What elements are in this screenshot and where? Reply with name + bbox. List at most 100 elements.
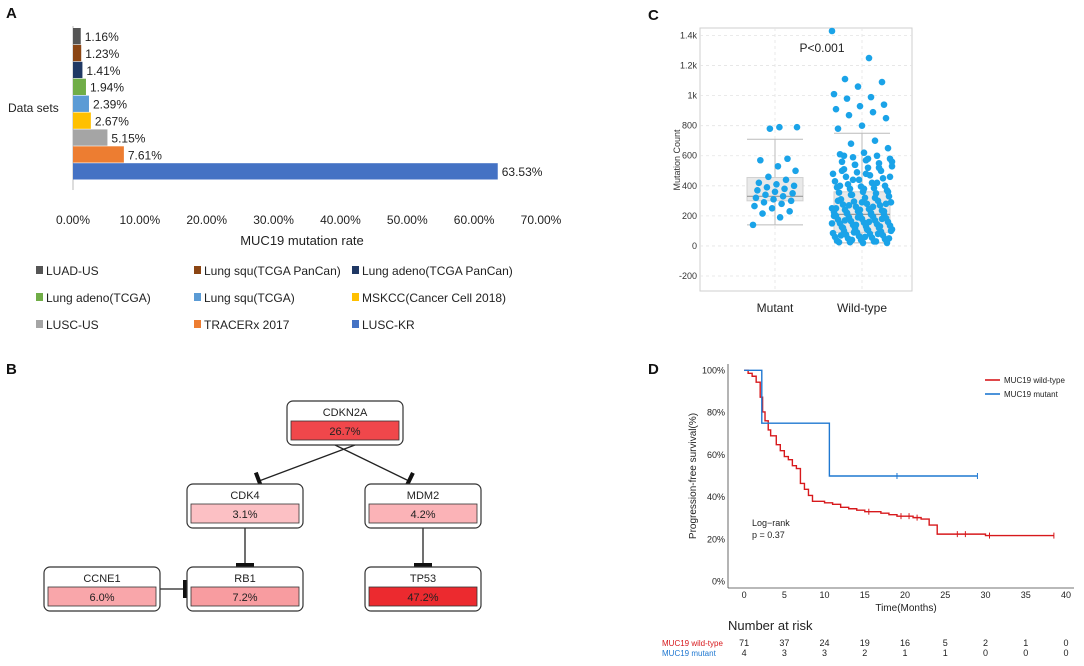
panel-c-point xyxy=(840,152,848,160)
panel-c-point xyxy=(848,236,856,244)
panel-b-node-label: CCNE1 xyxy=(83,573,120,585)
panel-c-point xyxy=(836,182,844,190)
panel-b-node-label: CDK4 xyxy=(230,490,259,502)
panel-c-point xyxy=(882,114,890,122)
panel-c-point xyxy=(852,221,860,229)
panel-c-point xyxy=(786,208,793,215)
panel-c-point xyxy=(887,227,895,235)
panel-b-node-value-box xyxy=(368,586,478,607)
panel-c-point xyxy=(765,173,772,181)
panel-c-y-tick-label: 1.4k xyxy=(680,31,698,41)
panel-b-network: CDKN2A 26.7% CDK4 3.1% MDM2 4.2% CCNE1 6.0% RB1 7… xyxy=(43,400,482,612)
panel-c-point xyxy=(871,137,879,145)
panel-c-pvalue: P<0.001 xyxy=(799,41,844,55)
panel-c-point xyxy=(847,191,855,199)
panel-c-point xyxy=(749,221,757,229)
panel-c-point xyxy=(864,155,872,163)
panel-c-point xyxy=(850,198,858,205)
panel-a-bar-label: 1.16% xyxy=(85,30,119,44)
panel-c-axis: -200 0 200 400 600 800 1k 1.2k 1.4k Mutant Wild-ty… xyxy=(679,31,887,315)
panel-a-bar-label: 1.41% xyxy=(86,64,120,78)
panel-b-nodes: CDKN2A 26.7% CDK4 3.1% MDM2 4.2% CCNE1 6.0% RB1 7… xyxy=(43,400,482,612)
panel-d-x-tick-label: 10 xyxy=(820,590,830,600)
panel-c-point xyxy=(763,184,771,191)
panel-a-bar xyxy=(73,28,81,45)
panel-a-bar xyxy=(73,78,86,95)
panel-a-legend-swatch xyxy=(352,320,359,328)
panel-a-legend-swatch xyxy=(352,266,359,274)
risk-table-cell: 71 xyxy=(739,638,749,648)
risk-table-row-label: MUC19 mutant xyxy=(662,649,717,658)
panel-a-bar xyxy=(73,112,91,129)
panel-a-bar xyxy=(73,129,108,146)
panel-a-bar-chart: Data sets MUC19 mutation rate 0.00% 10.00… xyxy=(8,26,562,332)
panel-a-bar-label: 2.39% xyxy=(93,98,127,112)
panel-c-point xyxy=(867,93,875,101)
panel-c-point xyxy=(776,123,783,131)
panel-c-point xyxy=(867,211,875,218)
panel-c-point xyxy=(854,214,862,221)
risk-table-cell: 1 xyxy=(903,648,908,658)
panel-c-point xyxy=(870,184,878,192)
panel-c-point xyxy=(884,144,892,152)
panel-b-node-value: 3.1% xyxy=(232,509,257,521)
panel-c-point xyxy=(855,176,863,184)
panel-d-y-tick-label: 0% xyxy=(712,577,725,587)
panel-d-y-tick-label: 100% xyxy=(702,365,725,375)
panel-a-bar-label: 1.94% xyxy=(90,81,124,95)
panel-d-survival-curve xyxy=(744,369,978,477)
panel-label-d: D xyxy=(648,361,659,378)
panel-c-y-tick-label: -200 xyxy=(679,271,697,281)
panel-c-point xyxy=(843,95,851,102)
panel-d-x-tick-label: 40 xyxy=(1061,590,1071,600)
panel-b-node-value-box xyxy=(47,586,157,607)
panel-c-points xyxy=(749,27,896,247)
panel-c-point xyxy=(860,149,868,157)
panel-a-x-tick-label: 10.00% xyxy=(120,213,161,227)
risk-table-cell: 16 xyxy=(900,638,910,648)
panel-c-point xyxy=(876,223,884,230)
panel-c-point xyxy=(847,140,855,148)
panel-c-point xyxy=(872,238,880,245)
panel-a-legend-label: LUSC-KR xyxy=(362,318,415,332)
panel-c-point xyxy=(880,208,888,215)
panel-c-point xyxy=(759,210,766,217)
risk-table-cell: 19 xyxy=(860,638,870,648)
panel-c-point xyxy=(888,158,896,166)
risk-table-cell: 3 xyxy=(822,648,827,658)
panel-a-x-tick-label: 40.00% xyxy=(320,213,361,227)
panel-c-point xyxy=(884,188,892,196)
panel-c-plot-frame xyxy=(699,27,913,292)
risk-table-cell: 2 xyxy=(862,648,867,658)
panel-a-bar-label: 5.15% xyxy=(111,131,145,145)
panel-c-point xyxy=(782,176,790,184)
panel-d-x-tick-label: 25 xyxy=(940,590,950,600)
panel-c-point xyxy=(875,159,883,167)
panel-a-bar xyxy=(73,146,124,163)
panel-d-y-tick-label: 40% xyxy=(707,492,725,502)
panel-b-edge xyxy=(334,444,410,482)
panel-c-point xyxy=(828,220,836,227)
panel-a-bar-label: 2.67% xyxy=(95,115,129,129)
panel-a-legend-swatch xyxy=(36,320,43,328)
panel-a-legend-swatch xyxy=(36,293,43,301)
panel-d-x-tick-label: 30 xyxy=(980,590,990,600)
panel-c-point xyxy=(832,205,840,212)
panel-c-point xyxy=(875,164,883,172)
panel-c-x-tick-label: Mutant xyxy=(757,301,794,315)
panel-c-point xyxy=(856,102,864,110)
panel-c-point xyxy=(841,75,849,83)
risk-table-cell: 1 xyxy=(943,648,948,658)
risk-table-cell: 5 xyxy=(943,638,948,648)
panel-a-legend-swatch xyxy=(194,320,201,328)
panel-c-point xyxy=(760,199,768,206)
panel-a-x-tick-label: 20.00% xyxy=(186,213,227,227)
panel-a-legend-swatch xyxy=(194,293,201,301)
risk-table-cell: 37 xyxy=(779,638,789,648)
panel-d-legend: MUC19 wild-type MUC19 mutant xyxy=(985,376,1065,399)
panel-b-node-value-box xyxy=(190,503,300,524)
panel-c-point xyxy=(787,197,795,205)
panel-c-point xyxy=(856,206,864,214)
risk-table-cell: 0 xyxy=(1023,648,1028,658)
panel-c-point xyxy=(869,203,877,211)
